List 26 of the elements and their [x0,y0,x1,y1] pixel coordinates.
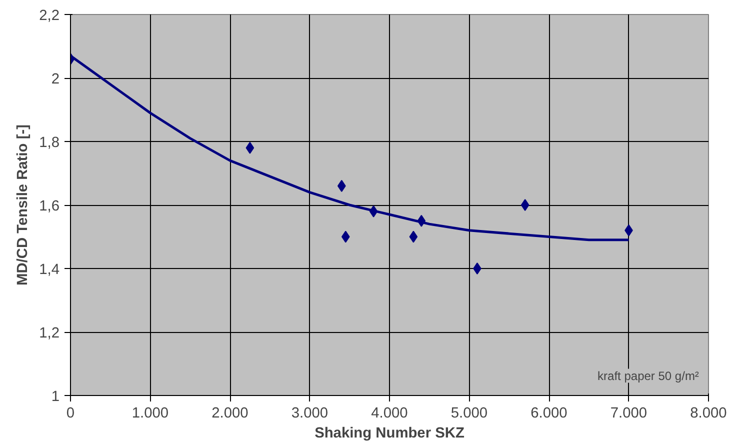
y-tick-label: 1,4 [39,262,60,278]
x-tick-label: 7.000 [610,406,648,422]
annotation: kraft paper 50 g/m² [598,368,699,383]
line-series [70,54,630,242]
point [409,230,418,243]
y-tick-label: 1,8 [39,135,60,151]
x-tick-label: 6.000 [530,406,568,422]
y-tick-label: 1 [51,389,60,405]
y-tick-label: 2,2 [39,8,60,24]
point [341,230,350,243]
y-axis-title: MD/CD Tensile Ratio [-] [15,124,32,286]
point [246,142,254,154]
x-tick-label: 8.000 [690,406,727,422]
x-tick-label: 3.000 [291,406,328,422]
x-tick-label: 5.000 [450,406,488,422]
x-tick-label: 1.000 [132,406,169,422]
x-tick-label: 4.000 [371,406,408,422]
x-axis-title: Shaking Number SKZ [314,426,464,442]
y-tick-label: 1,6 [39,198,60,214]
point [520,199,530,211]
x-tick-label: 2.000 [212,406,248,422]
x-tick-label: 0 [66,406,75,422]
y-tick-label: 1,2 [39,326,60,342]
point [337,180,346,192]
y-tick-label: 2 [51,72,60,88]
point [473,262,482,274]
